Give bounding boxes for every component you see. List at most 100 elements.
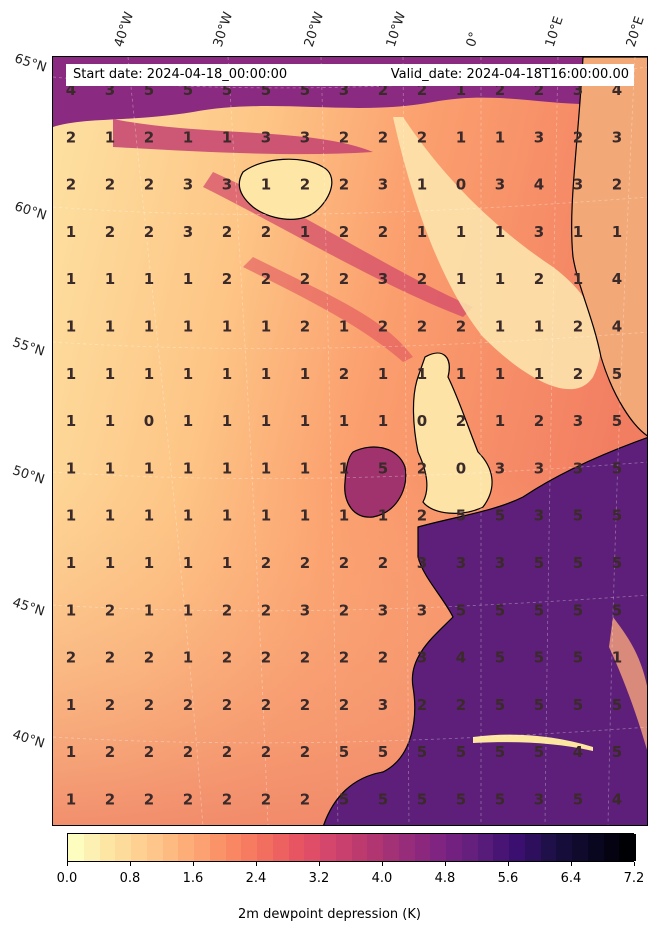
grid-value: 5 — [495, 507, 505, 525]
grid-value: 2 — [144, 696, 154, 714]
grid-value: 2 — [417, 318, 427, 336]
dewpoint-map: 4 3 5 5 5 5 5 3 2 2 1 2 2 3 4 2 1 2 1 1 3 3 2 2 2 1 1 3 2 3 2 2 2 3 3 1 2 2 3 1… — [53, 57, 647, 825]
grid-value: 1 — [183, 318, 193, 336]
grid-value: 5 — [573, 601, 583, 619]
start-date-label: Start date: 2024-04-18_00:00:00 — [73, 67, 288, 82]
grid-value: 5 — [456, 791, 466, 809]
colorbar-segment — [178, 834, 195, 861]
grid-value: 2 — [66, 176, 76, 194]
lat-label-50: 50°N — [10, 463, 47, 488]
grid-value: 3 — [573, 81, 583, 99]
grid-value: 1 — [222, 507, 232, 525]
lon-label-30w: 30°W — [210, 10, 237, 49]
grid-value: 1 — [222, 412, 232, 430]
colorbar-label: 2m dewpoint depression (K) — [238, 907, 421, 922]
colorbar-tick-label: 0.0 — [56, 871, 78, 886]
grid-value: 5 — [339, 743, 349, 761]
grid-value: 2 — [573, 128, 583, 146]
grid-value: 3 — [300, 128, 310, 146]
lat-label-60: 60°N — [12, 199, 49, 224]
grid-value: 4 — [612, 81, 622, 99]
colorbar-tick-mark — [256, 862, 257, 866]
grid-value: 5 — [612, 601, 622, 619]
grid-value: 2 — [183, 791, 193, 809]
grid-value: 2 — [339, 554, 349, 572]
grid-value: 1 — [183, 412, 193, 430]
grid-value: 2 — [105, 223, 115, 241]
grid-value: 2 — [105, 791, 115, 809]
grid-value: 1 — [105, 507, 115, 525]
grid-value: 2 — [66, 649, 76, 667]
grid-value: 1 — [378, 507, 388, 525]
grid-value: 5 — [612, 507, 622, 525]
grid-value: 5 — [612, 743, 622, 761]
grid-value: 2 — [222, 743, 232, 761]
grid-value: 2 — [300, 176, 310, 194]
grid-value: 1 — [495, 223, 505, 241]
grid-value: 3 — [534, 459, 544, 477]
grid-value: 5 — [183, 81, 193, 99]
grid-value: 5 — [378, 791, 388, 809]
grid-value: 4 — [612, 318, 622, 336]
scandinavia-landmass — [571, 57, 647, 437]
grid-value: 2 — [105, 601, 115, 619]
colorbar-segment — [257, 834, 274, 861]
grid-value: 2 — [339, 223, 349, 241]
grid-value: 1 — [105, 128, 115, 146]
grid-value: 5 — [417, 791, 427, 809]
colorbar-segment — [414, 834, 431, 861]
grid-value: 2 — [144, 176, 154, 194]
colorbar-segment — [509, 834, 526, 861]
grid-value: 1 — [183, 649, 193, 667]
grid-value: 3 — [300, 601, 310, 619]
grid-value: 3 — [573, 176, 583, 194]
grid-value: 1 — [300, 412, 310, 430]
grid-value: 2 — [300, 743, 310, 761]
colorbar-segment — [99, 834, 116, 861]
grid-value: 1 — [144, 507, 154, 525]
grid-value: 1 — [300, 507, 310, 525]
colorbar-tick-mark — [67, 862, 68, 866]
grid-value: 0 — [144, 412, 154, 430]
grid-value: 4 — [612, 270, 622, 288]
grid-value: 5 — [573, 554, 583, 572]
colorbar-tick-label: 5.6 — [497, 871, 519, 886]
grid-value: 1 — [495, 128, 505, 146]
grid-value: 2 — [534, 81, 544, 99]
grid-value: 1 — [456, 270, 466, 288]
grid-value: 2 — [378, 128, 388, 146]
grid-value: 1 — [222, 365, 232, 383]
grid-value: 2 — [300, 554, 310, 572]
grid-value: 3 — [183, 176, 193, 194]
grid-value: 3 — [378, 176, 388, 194]
colorbar-segment — [209, 834, 227, 861]
map-panel[interactable]: 4 3 5 5 5 5 5 3 2 2 1 2 2 3 4 2 1 2 1 1 3 3 2 2 2 1 1 3 2 3 2 2 2 3 3 1 2 2 3 1… — [52, 56, 648, 826]
grid-value: 3 — [534, 223, 544, 241]
colorbar-segment — [383, 834, 400, 861]
grid-value: 1 — [261, 365, 271, 383]
grid-value: 4 — [456, 649, 466, 667]
grid-value: 5 — [261, 81, 271, 99]
colorbar-tick-label: 2.4 — [245, 871, 267, 886]
grid-value: 2 — [417, 459, 427, 477]
colorbar-tick-mark — [193, 862, 194, 866]
grid-value: 1 — [495, 270, 505, 288]
grid-value: 2 — [417, 270, 427, 288]
iceland-landmass — [238, 158, 333, 220]
colorbar-segment — [461, 834, 479, 861]
grid-value: 1 — [261, 459, 271, 477]
colorbar-segment — [194, 834, 211, 861]
grid-value: 2 — [378, 554, 388, 572]
colorbar-segment — [367, 834, 384, 861]
grid-value: 1 — [105, 412, 115, 430]
grid-value: 1 — [105, 554, 115, 572]
colorbar-segment — [272, 834, 290, 861]
grid-value: 1 — [66, 270, 76, 288]
grid-value: 2 — [105, 696, 115, 714]
grid-value: 1 — [300, 223, 310, 241]
grid-value: 1 — [183, 507, 193, 525]
grid-value: 1 — [300, 365, 310, 383]
grid-value: 1 — [534, 318, 544, 336]
lat-label-55: 55°N — [10, 335, 47, 360]
grid-value: 5 — [573, 649, 583, 667]
